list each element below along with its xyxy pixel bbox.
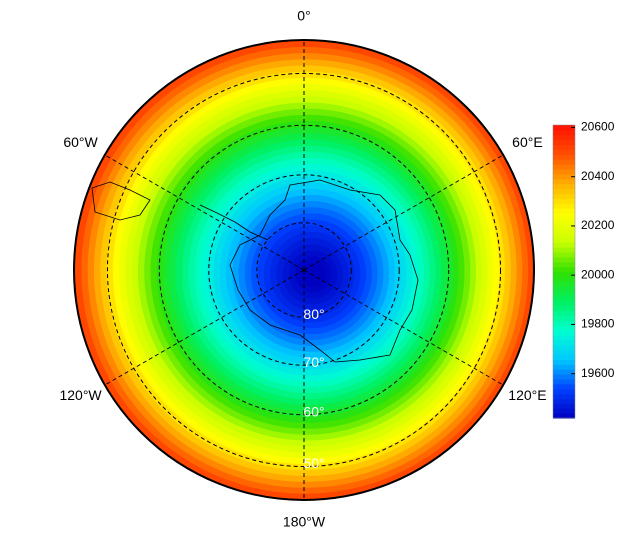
colorbar-swatch [553, 247, 575, 253]
colorbar-swatch [553, 212, 575, 219]
map-boundary [73, 39, 535, 501]
colorbar-swatch [553, 388, 575, 395]
coastline [91, 179, 419, 363]
colorbar-swatch [553, 266, 575, 273]
colorbar-swatch [553, 129, 575, 136]
colorbar-swatch [553, 398, 575, 404]
colorbar-swatch [553, 242, 575, 248]
colorbar-swatch [553, 305, 575, 312]
colorbar-swatch [553, 208, 575, 214]
meridian [303, 154, 504, 271]
colorbar-swatch [553, 271, 575, 277]
colorbar-swatch [553, 310, 575, 317]
longitude-label: 60°E [512, 134, 543, 150]
colorbar-swatch [553, 144, 575, 151]
parallel [106, 72, 502, 468]
colorbar-tick-label: 20000 [581, 267, 615, 281]
colorbar-swatch [553, 193, 575, 199]
colorbar-swatch [553, 330, 575, 336]
longitude-label: 120°W [59, 387, 102, 403]
colorbar-swatch [553, 222, 575, 229]
colorbar-swatch [553, 276, 575, 282]
parallel [208, 174, 400, 366]
latitude-label: 80° [303, 306, 324, 322]
colorbar-swatch [553, 364, 575, 370]
longitude-label: 60°W [63, 134, 98, 150]
parallel [158, 124, 450, 416]
colorbar-swatch [553, 383, 575, 390]
colorbar-swatch [553, 286, 575, 292]
graticule [104, 40, 504, 500]
colorbar-swatch [553, 198, 575, 204]
colorbar-tick-label: 19800 [581, 317, 615, 331]
colorbar-swatch [553, 134, 575, 141]
colorbar-swatch [553, 281, 575, 287]
colorbar-swatch [553, 256, 575, 263]
colorbar-frame [552, 124, 576, 419]
colorbar-swatch [553, 300, 575, 307]
south-america-tip [91, 181, 151, 221]
contour-band [307, 268, 320, 281]
colorbar-tick-label: 20600 [581, 120, 615, 134]
colorbar-swatch [553, 359, 575, 365]
colorbar-swatch [553, 237, 575, 243]
colorbar-swatch [553, 295, 575, 302]
colorbar-swatch [553, 325, 575, 331]
colorbar-swatch [553, 393, 575, 400]
colorbar-swatch [553, 183, 575, 190]
colorbar-swatch [553, 349, 575, 356]
colorbar-swatch [553, 149, 575, 155]
colorbar-swatch [553, 139, 575, 146]
colorbar-tick-label: 20200 [581, 218, 615, 232]
colorbar-swatch [553, 354, 575, 360]
colorbar: 19600 19800 20000 20200 20400 20600 [552, 120, 615, 419]
longitude-label: 120°E [508, 387, 546, 403]
colorbar-swatch [553, 188, 575, 194]
colorbar-swatch [553, 334, 575, 341]
colorbar-swatch [553, 168, 575, 175]
parallel [256, 222, 352, 318]
colorbar-swatch [553, 339, 575, 346]
colorbar-swatch [553, 403, 575, 409]
longitude-label: 180°W [283, 514, 326, 530]
antarctica-outline [199, 179, 419, 363]
colorbar-swatch [553, 173, 575, 180]
colorbar-swatch [553, 369, 575, 375]
colorbar-swatch [553, 154, 575, 160]
colorbar-swatch [553, 378, 575, 385]
colorbar-swatch [553, 125, 575, 131]
meridian [104, 269, 305, 386]
colorbar-swatch [553, 217, 575, 224]
colorbar-swatch [553, 344, 575, 351]
colorbar-tick-label: 19600 [581, 366, 615, 380]
colorbar-tick-label: 20400 [581, 169, 615, 183]
latitude-label: 50° [303, 455, 324, 471]
colorbar-swatch [553, 315, 575, 321]
colorbar-swatch [553, 413, 575, 419]
colorbar-swatch [553, 251, 575, 258]
meridian [104, 154, 305, 271]
colorbar-swatch [553, 159, 575, 165]
colorbar-swatch [553, 374, 575, 380]
colorbar-swatch [553, 232, 575, 238]
colorbar-swatch [553, 164, 575, 170]
meridian [303, 269, 504, 386]
colorbar-swatch [553, 261, 575, 268]
longitude-label: 0° [297, 8, 310, 24]
colorbar-swatch [553, 203, 575, 209]
colorbar-swatch [553, 320, 575, 326]
colorbar-swatch [553, 408, 575, 414]
latitude-label: 60° [303, 403, 324, 419]
colorbar-swatch [553, 291, 575, 297]
latitude-label: 70° [303, 354, 324, 370]
colorbar-swatch [553, 227, 575, 234]
colorbar-swatch [553, 178, 575, 185]
